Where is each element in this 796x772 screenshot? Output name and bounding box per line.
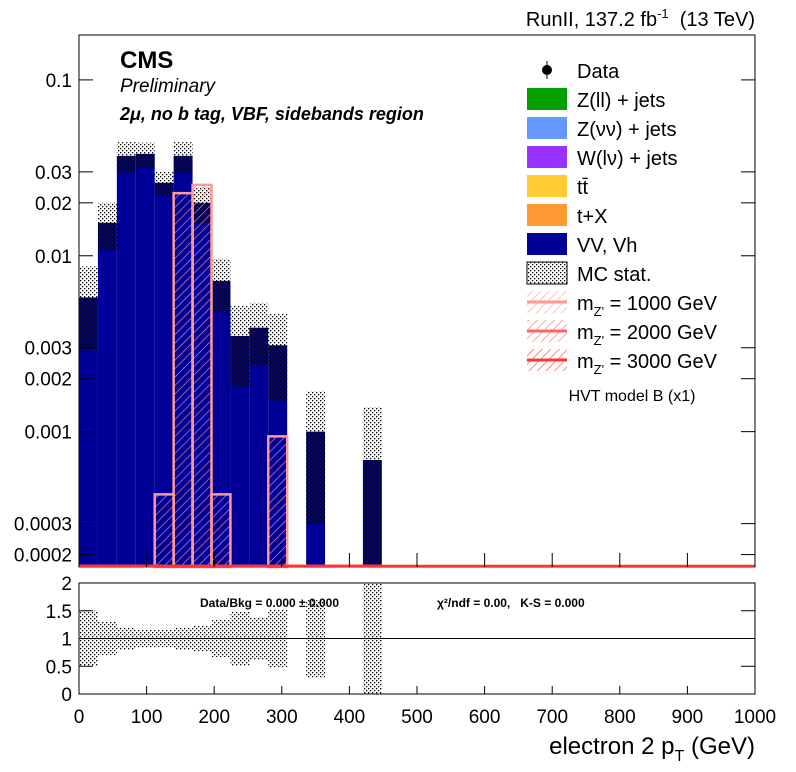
ratio-y-tick-label: 0 xyxy=(61,685,72,706)
legend-label-part: m xyxy=(577,322,594,344)
legend-label-part: m xyxy=(577,351,594,373)
legend-label-part: Z' xyxy=(594,333,604,348)
x-tick-label: 200 xyxy=(198,707,230,728)
mc-stat-band xyxy=(154,171,174,196)
x-tick-label: 900 xyxy=(672,707,704,728)
legend-label: MC stat. xyxy=(577,264,651,286)
lumi-label: RunII, 137.2 fb-1 (13 TeV) xyxy=(526,6,755,31)
mc-stat-band xyxy=(362,407,382,567)
legend-swatch xyxy=(527,233,567,255)
y-tick-label: 0.0002 xyxy=(14,546,72,567)
x-tick-label: 500 xyxy=(401,707,433,728)
experiment-label: CMS xyxy=(120,47,173,74)
bar xyxy=(230,335,250,567)
legend-label-part: = 1000 GeV xyxy=(604,293,718,315)
legend-label: Data xyxy=(577,61,620,83)
legend-label: VV, Vh xyxy=(577,235,637,257)
legend-swatch xyxy=(527,117,567,139)
y-tick-label: 0.0003 xyxy=(14,515,72,536)
x-tick-label: 600 xyxy=(469,707,501,728)
mc-stat-band xyxy=(135,142,155,167)
ratio-y-tick-label: 2 xyxy=(61,574,72,595)
legend-label-part: = 2000 GeV xyxy=(604,322,718,344)
legend-label: mZ' = 1000 GeV xyxy=(577,293,718,319)
x-tick-label: 700 xyxy=(536,707,568,728)
legend-label-part: = 3000 GeV xyxy=(604,351,718,373)
legend-label: W(lν) + jets xyxy=(577,148,678,170)
mc-stat-band xyxy=(306,391,326,524)
mc-stat-band xyxy=(249,302,269,365)
signal-bar xyxy=(191,183,213,569)
bar xyxy=(249,327,269,567)
legend-label: tt̄ xyxy=(577,177,589,199)
y-tick-label: 0.001 xyxy=(24,423,72,444)
signal-bar xyxy=(153,493,175,569)
mc-stat-band xyxy=(230,305,250,387)
x-tick-label: 1000 xyxy=(734,707,776,728)
mc-stat-band xyxy=(79,266,98,351)
legend-label: Z(ll) + jets xyxy=(577,90,665,112)
bar xyxy=(154,182,174,567)
y-tick-label: 0.003 xyxy=(24,339,72,360)
legend-swatch xyxy=(527,175,567,197)
ratio-y-tick-label: 0.5 xyxy=(46,657,72,678)
y-tick-label: 0.1 xyxy=(46,71,72,92)
bar xyxy=(116,155,136,568)
legend-label: mZ' = 3000 GeV xyxy=(577,351,718,377)
mc-stat-band xyxy=(116,142,136,173)
ratio-y-tick-label: 1 xyxy=(61,630,72,651)
y-tick-label: 0.01 xyxy=(35,247,72,268)
x-tick-label: 300 xyxy=(266,707,298,728)
bar xyxy=(135,153,155,567)
legend-label-part: Z' xyxy=(594,304,604,319)
ratio-text: Data/Bkg = 0.000 ± 0.000 xyxy=(200,596,339,610)
ratio-y-tick-label: 1.5 xyxy=(46,602,72,623)
x-tick-label: 400 xyxy=(334,707,366,728)
bar xyxy=(97,222,117,568)
model-note: HVT model B (x1) xyxy=(569,388,696,405)
legend-swatch xyxy=(527,146,567,168)
legend-label-part: Z' xyxy=(594,362,604,377)
status-label: Preliminary xyxy=(120,76,217,97)
x-tick-label: 800 xyxy=(604,707,636,728)
region-label: 2μ, no b tag, VBF, sidebands region xyxy=(119,104,424,124)
y-tick-label: 0.02 xyxy=(35,194,72,215)
y-tick-label: 0.002 xyxy=(24,370,72,391)
signal-bar xyxy=(267,435,289,569)
legend-swatch xyxy=(527,88,567,110)
legend-swatch xyxy=(526,261,568,285)
legend-swatch xyxy=(527,204,567,226)
mc-stat-band xyxy=(97,202,117,250)
x-tick-label: 100 xyxy=(131,707,163,728)
legend-label-part: m xyxy=(577,293,594,315)
mc-stat-band xyxy=(268,313,288,401)
signal-bar xyxy=(172,191,194,569)
legend-label: Z(νν) + jets xyxy=(577,119,676,141)
x-tick-label: 0 xyxy=(74,707,85,728)
legend-label: t+X xyxy=(577,206,608,228)
ratio-text: χ²/ndf = 0.00, K-S = 0.000 xyxy=(437,596,585,610)
x-axis-label: electron 2 pT (GeV) xyxy=(549,733,755,765)
mc-stat-band xyxy=(173,142,193,173)
y-tick-label: 0.03 xyxy=(35,163,72,184)
mc-stat-band xyxy=(211,258,231,312)
legend-label: mZ' = 2000 GeV xyxy=(577,322,718,348)
bar xyxy=(79,297,98,567)
